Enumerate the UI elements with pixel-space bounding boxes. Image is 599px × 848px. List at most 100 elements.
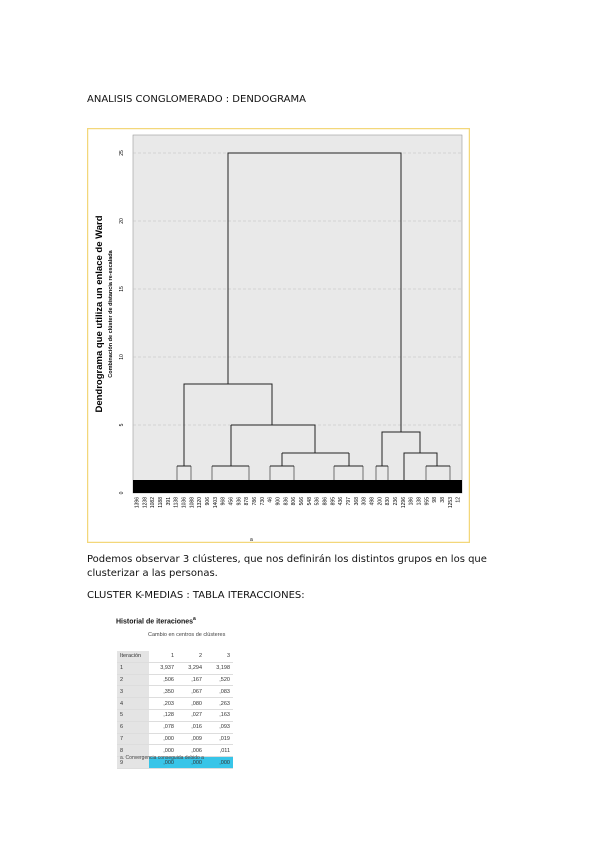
- leaf-label: 906: [205, 497, 211, 506]
- table-row: 4,203,080,263: [117, 697, 233, 710]
- table-cell: ,093: [205, 721, 233, 734]
- table-cell: ,167: [177, 674, 205, 687]
- table-row: 1 3,937 3,294 3,198: [117, 662, 233, 675]
- table-cell: ,000: [177, 756, 205, 769]
- leaf-label: 186: [409, 497, 415, 506]
- dendrogram-branches: [177, 152, 450, 480]
- leaf-label: 786: [252, 497, 258, 506]
- table-cell: ,203: [149, 697, 177, 710]
- figure-subtitle: Combinación de clúster de distancia re-e…: [108, 249, 114, 377]
- leaf-label: 968: [221, 497, 227, 506]
- column-header: 1: [149, 651, 177, 663]
- table-cell: ,000: [149, 756, 177, 769]
- leaf-label: 98: [432, 497, 438, 503]
- table-cell: ,067: [177, 685, 205, 699]
- y-tick-label: 5: [119, 423, 125, 426]
- leaf-label: 138: [416, 497, 422, 506]
- column-header: 2: [177, 651, 205, 663]
- table-cell: ,009: [177, 733, 205, 746]
- column-header: Iteración: [117, 651, 149, 663]
- plot-area: [132, 134, 463, 494]
- table-cell: ,000: [149, 744, 177, 758]
- table-cell: 7: [117, 733, 149, 746]
- table-cell: 4: [117, 697, 149, 710]
- leaf-label: 200: [377, 497, 383, 506]
- table-cell: ,263: [205, 697, 233, 710]
- y-tick-label: 20: [119, 218, 125, 224]
- y-tick-label: 10: [119, 354, 125, 360]
- leaf-label: 895: [330, 497, 336, 506]
- table-row: 9,000,000,000: [117, 756, 233, 769]
- table-cell: 5: [117, 709, 149, 722]
- table-cell: ,000: [205, 756, 233, 769]
- leaf-bar: [133, 480, 462, 493]
- leaf-label: 368: [354, 497, 360, 506]
- header-row: Iteración 1 2 3: [117, 651, 233, 663]
- leaf-label: 1396: [134, 497, 140, 508]
- table-row: 5,128,027,163: [117, 709, 233, 722]
- table-cell: ,078: [149, 721, 177, 734]
- leaf-label: 566: [299, 497, 305, 506]
- table-row: 3,350,067,083: [117, 685, 233, 699]
- table-cell: ,000: [149, 733, 177, 746]
- table-row: 2,506,167,520: [117, 674, 233, 687]
- leaf-label: 1253: [448, 497, 454, 508]
- leaf-label: 1138: [174, 497, 180, 508]
- table-row: 6,078,016,093: [117, 721, 233, 734]
- iterations-table: Iteración 1 2 3 1 3,937 3,294 3,198 2,506,167,52…: [117, 651, 233, 769]
- dendrogram-figure: Dendrograma que utiliza un enlace de War…: [87, 128, 470, 543]
- leaf-label: 46: [268, 497, 274, 503]
- group-header: Cambio en centros de clústeres: [148, 632, 226, 638]
- table-cell: 8: [117, 744, 149, 758]
- table-cell: 3,937: [149, 662, 177, 675]
- leaf-label: 548: [307, 497, 313, 506]
- leaf-label: 1403: [213, 497, 219, 508]
- paragraph: Podemos observar 3 clústeres, que nos de…: [87, 554, 487, 579]
- leaf-label: 797: [346, 497, 352, 506]
- table-cell: 3,294: [177, 662, 205, 675]
- table-row: 7,000,009,019: [117, 733, 233, 746]
- table-cell: 6: [117, 721, 149, 734]
- leaf-label: 730: [260, 497, 266, 506]
- leaf-label: 900: [275, 497, 281, 506]
- leaf-label: 391: [166, 497, 172, 506]
- leaf-label: 806: [291, 497, 297, 506]
- table-cell: ,083: [205, 685, 233, 699]
- table-cell: ,016: [177, 721, 205, 734]
- leaf-label: 836: [283, 497, 289, 506]
- table-cell: ,128: [149, 709, 177, 722]
- table-cell: ,019: [205, 733, 233, 746]
- leaf-label: 886: [322, 497, 328, 506]
- leaf-label: 878: [244, 497, 250, 506]
- leaf-label: 12: [456, 497, 462, 503]
- leaf-label: 1296: [401, 497, 407, 508]
- leaf-label: 436: [338, 497, 344, 506]
- leaf-label: 1188: [158, 497, 164, 508]
- table-cell: ,163: [205, 709, 233, 722]
- subheading: CLUSTER K-MEDIAS : TABLA ITERACCIONES:: [87, 590, 305, 601]
- table-title: Historial de iteracionesa: [116, 616, 196, 625]
- table-cell: ,080: [177, 697, 205, 710]
- leaf-label: 830: [385, 497, 391, 506]
- leaf-label: 536: [315, 497, 321, 506]
- figure-title: Dendrograma que utiliza un enlace de War…: [94, 215, 105, 412]
- table-cell: ,350: [149, 685, 177, 699]
- column-header: 3: [205, 651, 233, 663]
- leaf-label: 308: [362, 497, 368, 506]
- heading: ANALISIS CONGLOMERADO : DENDOGRAMA: [87, 94, 306, 105]
- leaf-ticks: [176, 466, 451, 480]
- y-tick-label: 15: [119, 286, 125, 292]
- table-cell: 3: [117, 685, 149, 699]
- table-cell: ,006: [177, 744, 205, 758]
- table-cell: 1: [117, 662, 149, 675]
- table-cell: 3,198: [205, 662, 233, 675]
- leaf-label: 955: [424, 497, 430, 506]
- table-cell: ,011: [205, 744, 233, 758]
- leaf-label: 1238: [142, 497, 148, 508]
- table-footnote: a. Convergencia conseguida debido a: [120, 755, 204, 761]
- leaf-label: 936: [236, 497, 242, 506]
- leaf-label: 1088: [189, 497, 195, 508]
- leaf-label: 498: [369, 497, 375, 506]
- leaf-label: 1320: [197, 497, 203, 508]
